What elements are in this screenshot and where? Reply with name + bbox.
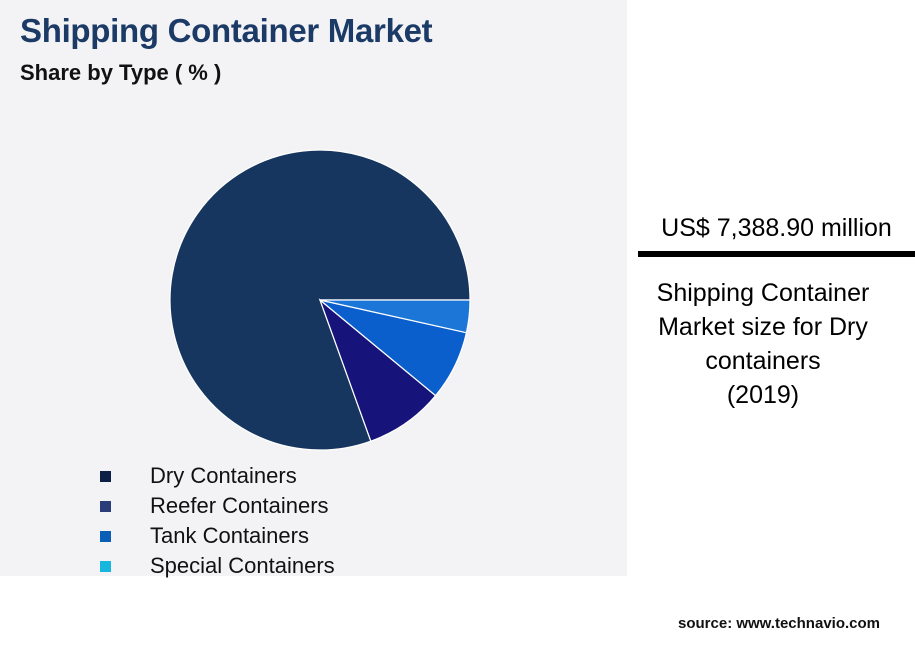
- description-line: containers: [705, 347, 821, 375]
- description-line: Market size for Dry: [658, 313, 868, 341]
- market-size-description: Shipping Container Market size for Dry c…: [638, 276, 888, 412]
- legend: Dry Containers Reefer Containers Tank Cont…: [100, 461, 335, 581]
- legend-item: Dry Containers: [100, 461, 335, 491]
- legend-label: Reefer Containers: [150, 493, 329, 518]
- description-line: (2019): [726, 381, 800, 409]
- description-line: Shipping Container: [656, 279, 870, 307]
- callout-divider: [638, 251, 915, 257]
- legend-swatch: [100, 470, 111, 482]
- legend-label: Dry Containers: [150, 463, 297, 488]
- chart-title: Shipping Container Market: [20, 12, 433, 49]
- legend-item: Tank Containers: [100, 521, 335, 551]
- pie-slice-dry-containers: [169, 149, 471, 451]
- chart-subtitle: Share by Type ( % ): [20, 60, 222, 85]
- market-size-value: US$ 7,388.90 million: [661, 214, 892, 242]
- legend-item: Special Containers: [100, 551, 335, 581]
- pie-slice-special-containers: [319, 299, 471, 334]
- legend-label: Special Containers: [150, 553, 335, 578]
- pie-chart: [169, 149, 471, 451]
- legend-label: Tank Containers: [150, 523, 309, 548]
- legend-swatch: [100, 500, 111, 512]
- source-credit: source: www.technavio.com: [678, 615, 880, 632]
- callout-panel: [627, 4, 915, 648]
- legend-swatch: [100, 530, 111, 542]
- legend-item: Reefer Containers: [100, 491, 335, 521]
- legend-swatch: [100, 560, 111, 572]
